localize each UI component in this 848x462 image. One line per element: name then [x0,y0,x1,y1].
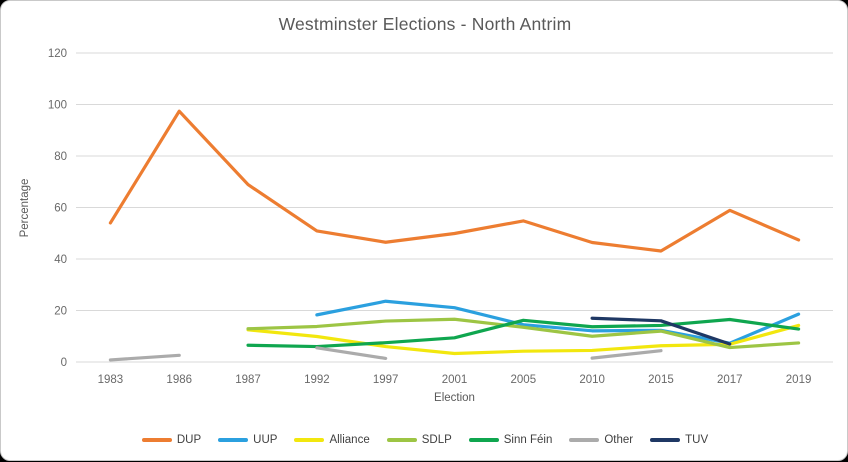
legend-label-SDLP: SDLP [421,434,452,446]
y-tick-label: 80 [54,151,67,163]
legend-label-DUP: DUP [176,434,202,446]
x-tick-label: 1992 [304,374,330,386]
series-line-Alliance [246,323,801,356]
legend-swatch-Sinn Féin [468,438,499,442]
legend-item-DUP: DUP [141,434,202,446]
x-tick-label: 2019 [786,374,812,386]
series-line-SDLP [246,317,801,350]
legend-label-Sinn Féin: Sinn Féin [503,434,553,446]
x-tick-label: 1983 [98,374,124,386]
legend-swatch-Other [569,438,600,442]
series-line-Other [590,349,663,360]
y-tick-label: 0 [61,357,67,369]
legend-item-Alliance: Alliance [294,434,370,446]
x-tick-label: 2001 [442,374,468,386]
y-tick-label: 100 [48,100,67,112]
x-tick-label: 1987 [235,374,261,386]
chart-title: Westminster Elections - North Antrim [278,14,572,34]
series-line-DUP [108,109,801,253]
legend-swatch-SDLP [386,438,417,442]
y-tick-label: 60 [54,203,67,215]
series-line-Other [108,353,181,362]
legend-label-TUV: TUV [685,434,709,446]
legend-item-SDLP: SDLP [386,434,452,446]
legend-swatch-TUV [650,438,681,442]
legend-swatch-DUP [141,438,172,442]
series-line-Sinn Féin [246,317,801,349]
x-tick-label: 2017 [717,374,743,386]
x-tick-label: 2010 [579,374,605,386]
legend-swatch-UUP [218,438,249,442]
y-tick-label: 40 [54,254,67,266]
legend-label-Alliance: Alliance [329,434,370,446]
legend-label-UUP: UUP [253,434,278,446]
x-tick-label: 2015 [648,374,674,386]
y-tick-label: 20 [54,306,67,318]
legend-item-Other: Other [569,434,633,446]
x-tick-label: 1997 [373,374,399,386]
x-tick-label: 1986 [166,374,192,386]
legend-item-UUP: UUP [218,434,277,446]
chart-legend: DUP UUP Alliance SDLP Sinn Féin Other TUV [1,431,848,449]
legend-label-Other: Other [604,434,634,446]
legend-swatch-Alliance [294,438,325,442]
legend-item-Sinn Féin: Sinn Féin [468,434,553,446]
x-tick-label: 2005 [511,374,537,386]
x-axis-title: Election [434,392,475,404]
legend-item-TUV: TUV [650,434,708,446]
series-line-Other [315,346,388,360]
series-line-TUV [590,316,732,346]
y-tick-label: 120 [48,48,67,60]
